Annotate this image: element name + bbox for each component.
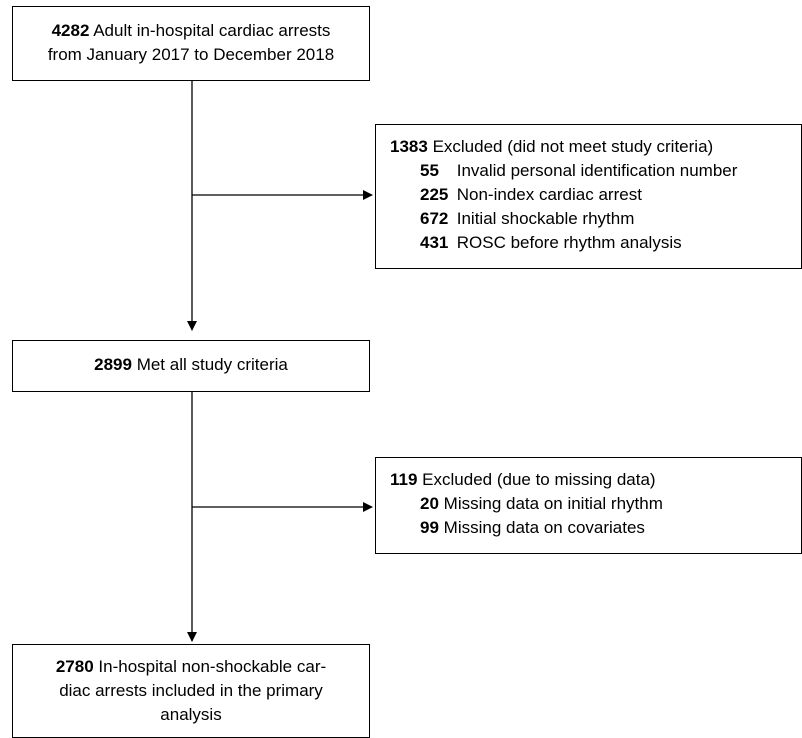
final-box: 2780 In-hospital non-shockable car- diac… xyxy=(12,644,370,738)
met-criteria-box: 2899 Met all study criteria xyxy=(12,340,370,392)
excluded2-title: Excluded (due to missing data) xyxy=(422,470,656,489)
excluded1-item: 672 Initial shockable rhythm xyxy=(420,209,635,228)
excluded1-item: 225 Non-index cardiac arrest xyxy=(420,185,642,204)
excluded-box-2: 119 Excluded (due to missing data) 20 Mi… xyxy=(375,457,802,554)
start-line1: Adult in-hospital cardiac arrests xyxy=(93,21,331,40)
excluded2-count: 119 xyxy=(390,470,418,489)
excluded-box-1: 1383 Excluded (did not meet study criter… xyxy=(375,124,802,269)
final-line2: diac arrests included in the primary xyxy=(59,681,323,700)
met-text: Met all study criteria xyxy=(136,355,288,374)
excluded1-item: 55 Invalid personal identification numbe… xyxy=(420,161,738,180)
final-line1: In-hospital non-shockable car- xyxy=(98,657,327,676)
final-count: 2780 xyxy=(55,657,94,676)
excluded1-item: 431 ROSC before rhythm analysis xyxy=(420,233,682,252)
start-line2: from January 2017 to December 2018 xyxy=(47,45,335,64)
start-count: 4282 xyxy=(51,21,90,40)
excluded1-title: Excluded (did not meet study criteria) xyxy=(432,137,714,156)
start-box: 4282 Adult in-hospital cardiac arrests f… xyxy=(12,6,370,81)
excluded2-item: 99 Missing data on covariates xyxy=(420,518,645,537)
final-line3: analysis xyxy=(160,705,222,724)
excluded2-item: 20 Missing data on initial rhythm xyxy=(420,494,663,513)
excluded1-count: 1383 xyxy=(390,137,428,156)
met-count: 2899 xyxy=(94,355,132,374)
